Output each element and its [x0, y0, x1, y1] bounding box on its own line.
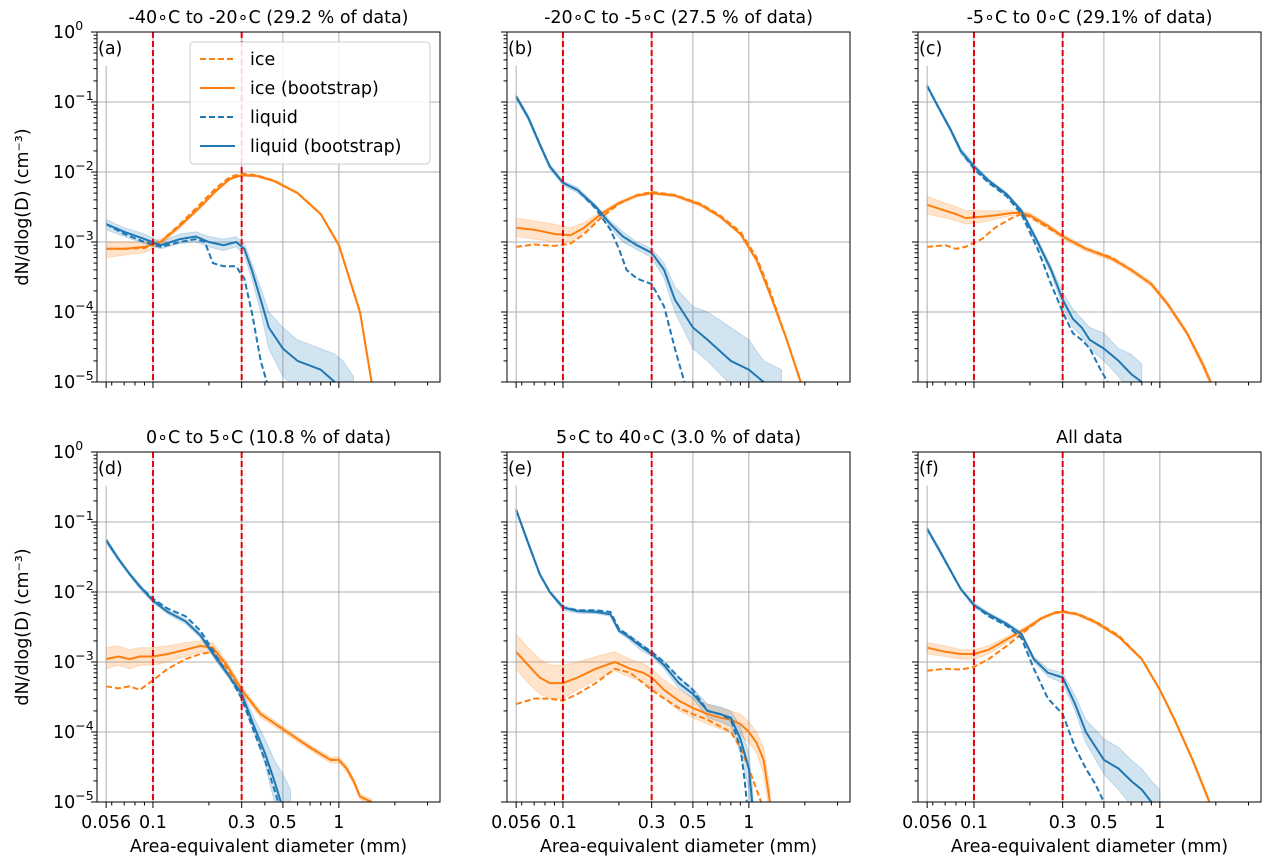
x-tick-label: 0.056 [81, 813, 131, 833]
series-line-liquid [105, 223, 268, 382]
series-line-ice-bootstrap [105, 644, 373, 802]
x-tick-label: 0.3 [228, 813, 256, 833]
series-line-liquid [515, 96, 686, 382]
plot-area [926, 83, 1213, 382]
panel-title: All data [1056, 428, 1123, 448]
panel-a: 100 10−1 10−2 10−3 10−4 10−5 -40∘C to -20∘C (2… [13, 8, 441, 393]
legend-entry-label: ice (bootstrap) [250, 79, 379, 99]
x-axis-label: Area-equivalent diameter (mm) [130, 837, 407, 857]
y-axis-label: dN/dlog(D) (cm⁻³) [13, 128, 33, 285]
y-tick-label: 10−1 [53, 88, 94, 113]
panel-d: 100 10−1 10−2 10−3 10−4 10−50.056 0.1 0.3 0.5 1 0∘… [13, 428, 441, 857]
liquid-bootstrap-band [926, 525, 1161, 802]
axes-frame [917, 31, 1262, 383]
plot-area [515, 92, 802, 382]
axes-frame [96, 451, 441, 803]
series-line-ice-bootstrap [515, 192, 802, 382]
x-tick-label: 0.1 [139, 813, 167, 833]
panel-label: (c) [919, 39, 942, 59]
y-tick-label: 100 [53, 18, 83, 43]
series-line-liquid-bootstrap [926, 85, 1143, 382]
panel-label: (a) [98, 39, 122, 59]
panel-label: (b) [508, 39, 533, 59]
x-tick-label: 1 [333, 813, 344, 833]
x-tick-label: 0.5 [679, 813, 707, 833]
series-line-ice [515, 667, 763, 802]
x-tick-label: 0.5 [1090, 813, 1118, 833]
panel-label: (e) [508, 459, 532, 479]
y-tick-label: 10−4 [53, 298, 94, 323]
panel-title: 5∘C to 40∘C (3.0 % of data) [556, 428, 801, 448]
y-tick-label: 10−5 [53, 788, 94, 813]
x-tick-label: 1 [1154, 813, 1165, 833]
panel-title: -20∘C to -5∘C (27.5 % of data) [544, 8, 813, 28]
x-tick-label: 0.3 [638, 813, 666, 833]
axes-frame [917, 451, 1262, 803]
axes-frame [506, 451, 851, 803]
y-tick-label: 10−5 [53, 368, 94, 393]
panel-c: -5∘C to 0∘C (29.1% of data) (c) [912, 8, 1262, 388]
panel-title: -5∘C to 0∘C (29.1% of data) [967, 8, 1213, 28]
y-tick-label: 10−2 [53, 578, 94, 603]
legend-entry-label: liquid [250, 108, 298, 128]
ice-bootstrap-band [515, 191, 802, 382]
series-line-ice [106, 172, 373, 382]
x-tick-label: 0.5 [269, 813, 297, 833]
series-line-liquid-bootstrap [105, 539, 282, 802]
x-tick-label: 0.1 [960, 813, 988, 833]
series-line-liquid-bootstrap [105, 223, 337, 382]
liquid-bootstrap-band [105, 218, 354, 382]
series-line-ice [105, 650, 373, 802]
series-line-ice-bootstrap [106, 174, 373, 382]
plot-area [105, 172, 373, 382]
x-tick-label: 1 [743, 813, 754, 833]
y-tick-label: 100 [53, 438, 83, 463]
y-tick-label: 10−3 [53, 648, 94, 673]
panel-b: -20∘C to -5∘C (27.5 % of data) (b) [501, 8, 851, 388]
panel-f: 0.056 0.1 0.3 0.5 1 All data (f) Area-equivalen… [902, 428, 1262, 857]
panel-title: -40∘C to -20∘C (29.2 % of data) [129, 8, 409, 28]
series-line-liquid [926, 85, 1109, 382]
legend-box [189, 41, 431, 165]
series-line-liquid-bootstrap [515, 509, 754, 802]
ice-bootstrap-band [926, 610, 1211, 802]
panel-e: 0.056 0.1 0.3 0.5 1 5∘C to 40∘C (3.0 % of dat… [491, 428, 851, 857]
liquid-bootstrap-band [926, 83, 1143, 382]
axes-frame [506, 31, 851, 383]
y-tick-label: 10−1 [53, 508, 94, 533]
axes-frame [96, 31, 441, 383]
y-axis-label: dN/dlog(D) (cm⁻³) [13, 548, 33, 705]
series-line-ice-bootstrap [926, 203, 1212, 382]
x-axis-label: Area-equivalent diameter (mm) [951, 837, 1228, 857]
series-line-liquid [926, 528, 1105, 802]
ice-bootstrap-band [105, 640, 372, 802]
x-tick-label: 0.056 [491, 813, 541, 833]
series-line-ice-bootstrap [926, 610, 1211, 802]
panel-title: 0∘C to 5∘C (10.8 % of data) [146, 428, 391, 448]
panel-label: (f) [919, 459, 939, 479]
x-tick-label: 0.3 [1049, 813, 1077, 833]
series-line-liquid [105, 539, 280, 802]
x-axis-label: Area-equivalent diameter (mm) [540, 837, 817, 857]
series-line-ice [927, 213, 1212, 382]
y-tick-label: 10−3 [53, 228, 94, 253]
plot-area [105, 536, 373, 802]
plot-area [515, 507, 771, 802]
panel-label: (d) [98, 459, 123, 479]
legend: ice ice (bootstrap) liquid liquid (bootstra… [189, 41, 431, 165]
legend-entry-label: liquid (bootstrap) [250, 137, 402, 157]
y-tick-label: 10−4 [53, 718, 94, 743]
x-tick-label: 0.1 [549, 813, 577, 833]
legend-entry-label: ice [250, 50, 275, 70]
y-tick-label: 10−2 [53, 158, 94, 183]
series-line-ice-bootstrap [515, 651, 771, 802]
series-line-liquid-bootstrap [926, 528, 1154, 802]
series-line-liquid-bootstrap [515, 96, 765, 382]
liquid-bootstrap-band [105, 536, 291, 802]
liquid-bootstrap-band [515, 92, 782, 382]
x-tick-label: 0.056 [902, 813, 952, 833]
ice-bootstrap-band [926, 195, 1213, 382]
